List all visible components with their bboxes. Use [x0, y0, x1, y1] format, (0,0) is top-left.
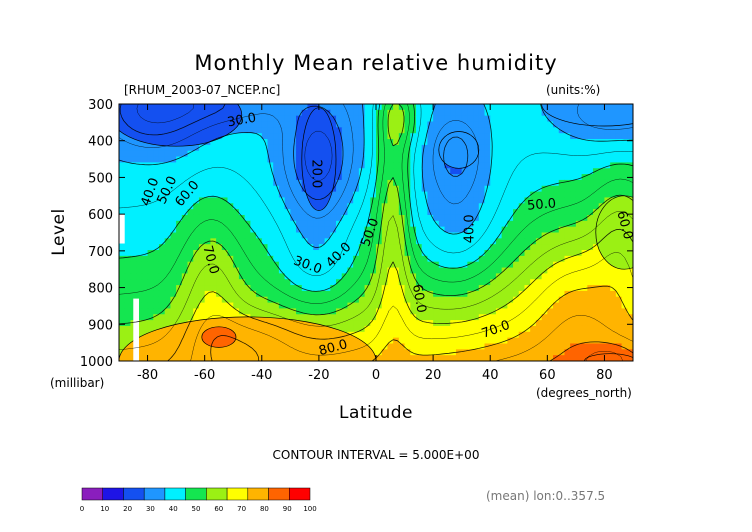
isoline-35 — [119, 104, 633, 219]
colorbar-swatch-1 — [102, 487, 124, 501]
y-tick-label-4: 700 — [88, 245, 113, 260]
contour-region-7 — [201, 326, 237, 348]
x-tick-label-1: -60 — [194, 368, 215, 383]
colorbar-swatch-4 — [164, 487, 186, 501]
colorbar-label-2: 20 — [123, 505, 132, 513]
x-tick-label-2: -40 — [251, 368, 272, 383]
isoline-55 — [119, 104, 633, 304]
y-tick-label-2: 500 — [88, 171, 113, 186]
colorbar-swatch-8 — [247, 487, 269, 501]
colorbar-label-6: 60 — [214, 505, 223, 513]
isoline-85 — [494, 315, 633, 361]
contour-label-11: 50.0 — [527, 196, 557, 213]
isoline-50 — [119, 104, 633, 292]
colorbar-label-7: 70 — [237, 505, 246, 513]
colorbar-swatch-5 — [185, 487, 207, 501]
x-tick-label-6: 40 — [482, 368, 499, 383]
axis-ticks: -80 -60 -40 -20 0 20 40 60 80 300 400 500 600 700 800 9… — [80, 98, 633, 383]
contour-region-8 — [584, 353, 633, 361]
contour-label-5: 20.0 — [309, 159, 324, 188]
colorbar-label-5: 50 — [192, 505, 201, 513]
y-tick-label-1: 400 — [88, 135, 113, 150]
contour-region-4 — [541, 104, 633, 127]
y-tick-label-0: 300 — [88, 98, 113, 113]
isoline-40 — [119, 104, 633, 249]
file-label: [RHUM_2003-07_NCEP.nc] — [124, 83, 280, 97]
plot-area — [119, 104, 633, 361]
isoline-30 — [119, 104, 469, 200]
units-label: (units:%) — [546, 83, 600, 97]
colorbar: 0 10 20 30 40 50 60 70 80 90 100 — [80, 487, 317, 513]
x-tick-label-8: 80 — [596, 368, 613, 383]
colorbar-label-10: 100 — [303, 505, 316, 513]
colorbar-swatch-0 — [81, 487, 103, 501]
isoline-25 — [136, 104, 333, 181]
colorbar-swatch-3 — [143, 487, 166, 501]
contour-label-0: 30.0 — [226, 111, 257, 131]
x-tick-label-7: 60 — [539, 368, 556, 383]
missing-data-1 — [133, 298, 139, 361]
x-axis-title: Latitude — [339, 403, 413, 423]
colorbar-label-4: 40 — [169, 505, 178, 513]
contour-label-4: 70.0 — [199, 244, 221, 276]
y-tick-label-5: 800 — [88, 282, 113, 297]
missing-data-0 — [119, 214, 125, 244]
y-tick-label-7: 1000 — [80, 355, 113, 370]
colorbar-swatch-7 — [226, 487, 249, 501]
colorbar-label-9: 90 — [283, 505, 292, 513]
contour-label-9: 60.0 — [409, 283, 429, 314]
colorbar-swatch-10 — [289, 487, 311, 501]
colorbar-label-3: 30 — [146, 505, 155, 513]
x-tick-label-3: -20 — [308, 368, 329, 383]
contour-label-10: 40.0 — [463, 214, 478, 243]
colorbar-label-0: 0 — [80, 505, 84, 513]
isoline-95 — [585, 351, 624, 361]
isoline-75 — [190, 251, 633, 361]
isoline-70 — [167, 228, 633, 361]
contour-label-14: 80.0 — [317, 337, 349, 359]
x-tick-label-4: 0 — [372, 368, 380, 383]
y-axis-title: Level — [49, 208, 69, 255]
isoline-60 — [119, 104, 633, 325]
x-axis-units: (degrees_north) — [536, 386, 632, 400]
colorbar-swatch-2 — [123, 487, 145, 501]
y-tick-label-6: 900 — [88, 318, 113, 333]
y-tick-label-3: 600 — [88, 208, 113, 223]
contour-region-3 — [438, 131, 480, 169]
mean-longitude-note: (mean) lon:0..357.5 — [486, 489, 605, 503]
isoline-65 — [119, 211, 633, 351]
contour-interval-note: CONTOUR INTERVAL = 5.000E+00 — [273, 448, 480, 462]
colorbar-label-1: 10 — [100, 505, 109, 513]
contour-label-12: 60.0 — [613, 209, 635, 241]
colorbar-swatch-9 — [268, 487, 290, 501]
chart-title: Monthly Mean relative humidity — [194, 51, 557, 75]
y-axis-units: (millibar) — [50, 376, 104, 390]
x-tick-label-5: 20 — [425, 368, 442, 383]
colorbar-label-8: 80 — [260, 505, 269, 513]
isoline-45 — [119, 104, 633, 277]
colorbar-swatch-6 — [206, 487, 228, 501]
x-tick-label-0: -80 — [137, 368, 158, 383]
isoline-80 — [210, 285, 633, 361]
